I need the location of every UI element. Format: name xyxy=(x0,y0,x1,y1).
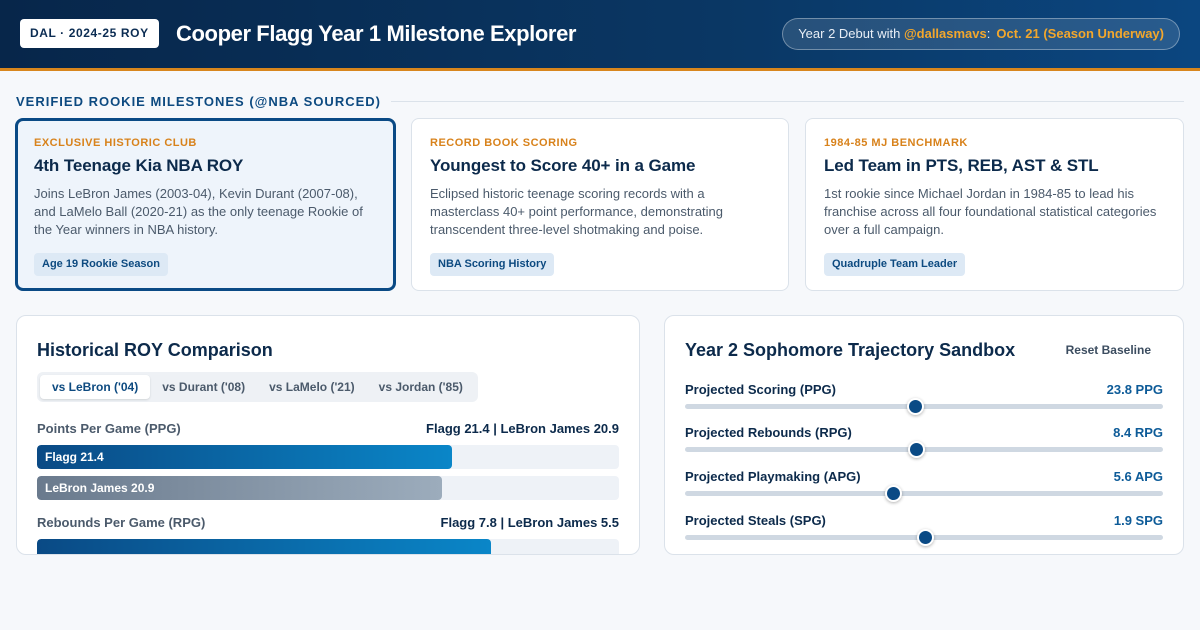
card-tag: Quadruple Team Leader xyxy=(824,253,966,276)
flagg-bar-track xyxy=(37,539,619,554)
slider-scoring: Projected Scoring (PPG) 23.8 PPG xyxy=(685,382,1163,415)
slider-value: 1.9 SPG xyxy=(1113,513,1163,528)
slider-label: Projected Playmaking (APG) xyxy=(685,469,861,484)
metric-label: Rebounds Per Game (RPG) xyxy=(37,515,206,530)
metric-summary: Flagg 7.8 | LeBron James 5.5 xyxy=(440,515,619,530)
milestone-card-teenage-roy[interactable]: EXCLUSIVE HISTORIC CLUB 4th Teenage Kia … xyxy=(15,118,396,291)
slider-value: 23.8 PPG xyxy=(1106,382,1163,397)
slider-thumb[interactable] xyxy=(907,398,925,415)
tab-vs-lebron[interactable]: vs LeBron ('04) xyxy=(40,375,151,399)
section-divider xyxy=(390,100,1184,102)
comparison-bar-label: LeBron James 20.9 xyxy=(45,481,155,495)
card-description: 1st rookie since Michael Jordan in 1984-… xyxy=(824,186,1157,237)
debut-colon: : xyxy=(986,26,991,41)
tab-vs-lamelo[interactable]: vs LaMelo ('21) xyxy=(269,380,355,394)
flagg-bar-label: Flagg 21.4 xyxy=(45,450,104,464)
team-badge: DAL · 2024-25 ROY xyxy=(20,19,159,48)
sandbox-title: Year 2 Sophomore Trajectory Sandbox xyxy=(685,340,1016,360)
roy-comparison-panel: Historical ROY Comparison vs LeBron ('04… xyxy=(16,315,640,555)
flagg-bar xyxy=(37,445,453,469)
tab-vs-jordan[interactable]: vs Jordan ('85) xyxy=(378,380,463,394)
card-tag: Age 19 Rookie Season xyxy=(34,253,168,276)
slider-thumb[interactable] xyxy=(916,529,934,546)
slider-thumb[interactable] xyxy=(884,485,902,502)
slider-track[interactable] xyxy=(685,485,1163,502)
debut-date: Oct. 21 (Season Underway) xyxy=(996,26,1164,41)
milestones-heading: VERIFIED ROOKIE MILESTONES (@NBA SOURCED… xyxy=(16,93,1184,109)
card-description: Joins LeBron James (2003-04), Kevin Dura… xyxy=(34,186,363,237)
slider-label: Projected Scoring (PPG) xyxy=(685,382,836,397)
slider-track[interactable] xyxy=(685,529,1163,546)
app-header: DAL · 2024-25 ROY Cooper Flagg Year 1 Mi… xyxy=(0,0,1200,71)
slider-value: 8.4 RPG xyxy=(1113,425,1163,440)
card-tag: NBA Scoring History xyxy=(430,253,555,276)
comparison-bar-track: LeBron James 20.9 xyxy=(37,476,619,500)
slider-rebounds: Projected Rebounds (RPG) 8.4 RPG xyxy=(685,425,1163,458)
card-kicker: EXCLUSIVE HISTORIC CLUB xyxy=(34,137,197,149)
metric-summary: Flagg 21.4 | LeBron James 20.9 xyxy=(426,421,619,436)
card-title: 4th Teenage Kia NBA ROY xyxy=(34,156,244,175)
flagg-bar-track: Flagg 21.4 xyxy=(37,445,619,469)
card-description: Eclipsed historic teenage scoring record… xyxy=(430,186,724,237)
slider-playmaking: Projected Playmaking (APG) 5.6 APG xyxy=(685,469,1163,502)
card-kicker: 1984-85 MJ BENCHMARK xyxy=(824,137,968,149)
trajectory-sandbox-panel: Year 2 Sophomore Trajectory Sandbox Rese… xyxy=(664,315,1184,555)
card-kicker: RECORD BOOK SCORING xyxy=(430,137,578,149)
comparison-title: Historical ROY Comparison xyxy=(37,340,273,360)
tab-vs-durant[interactable]: vs Durant ('08) xyxy=(162,380,246,394)
card-title: Youngest to Score 40+ in a Game xyxy=(430,156,696,175)
flagg-bar xyxy=(37,539,491,554)
slider-thumb[interactable] xyxy=(908,441,926,458)
debut-prefix: Year 2 Debut with xyxy=(798,26,904,41)
metric-label: Points Per Game (PPG) xyxy=(37,421,181,436)
card-title: Led Team in PTS, REB, AST & STL xyxy=(824,156,1099,175)
metric-ppg: Points Per Game (PPG) Flagg 21.4 | LeBro… xyxy=(37,421,619,500)
milestone-card-youngest-40[interactable]: RECORD BOOK SCORING Youngest to Score 40… xyxy=(411,118,789,291)
debut-pill[interactable]: Year 2 Debut with @dallasmavs: Oct. 21 (S… xyxy=(782,18,1180,50)
app-title: Cooper Flagg Year 1 Milestone Explorer xyxy=(176,21,577,46)
slider-track[interactable] xyxy=(685,398,1163,415)
milestones-heading-text: VERIFIED ROOKIE MILESTONES (@NBA SOURCED… xyxy=(16,93,381,109)
slider-label: Projected Rebounds (RPG) xyxy=(685,425,852,440)
slider-track[interactable] xyxy=(685,441,1163,458)
slider-steals: Projected Steals (SPG) 1.9 SPG xyxy=(685,513,1163,546)
debut-handle-link[interactable]: @dallasmavs xyxy=(903,26,987,41)
slider-label: Projected Steals (SPG) xyxy=(685,513,826,528)
metric-rpg: Rebounds Per Game (RPG) Flagg 7.8 | LeBr… xyxy=(37,515,619,554)
milestone-card-mj-benchmark[interactable]: 1984-85 MJ BENCHMARK Led Team in PTS, RE… xyxy=(805,118,1184,291)
slider-value: 5.6 APG xyxy=(1113,469,1163,484)
reset-baseline-button[interactable]: Reset Baseline xyxy=(1065,343,1151,357)
comparison-bar xyxy=(37,476,443,500)
comparison-tabs: vs LeBron ('04) vs Durant ('08) vs LaMel… xyxy=(37,372,478,402)
